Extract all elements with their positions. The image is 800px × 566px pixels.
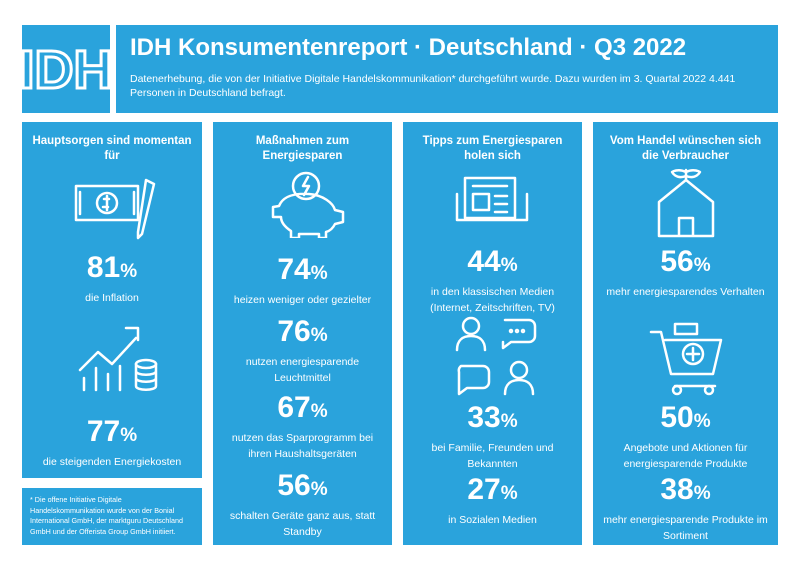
stat-number: 76% <box>219 316 386 352</box>
stat: 77% die steigenden Energiekosten <box>28 416 196 470</box>
column: Maßnahmen zum Energiesparen 74% heizen wen… <box>213 122 392 545</box>
stat-unit: % <box>310 479 328 500</box>
stat-text: Angebote und Aktionen für energiesparend… <box>623 442 748 470</box>
stat-unit: % <box>310 325 328 346</box>
stat-text: mehr energiesparendes Verhalten <box>606 286 765 298</box>
stat-unit: % <box>310 263 328 284</box>
stat-number: 44% <box>409 246 576 282</box>
stat-text: die steigenden Energiekosten <box>42 456 182 468</box>
people-icon <box>455 316 537 396</box>
stat: 50% Angebote und Aktionen für energiespar… <box>599 402 772 472</box>
stat-value: 76 <box>277 315 311 348</box>
column-heading: Tipps zum Energiesparen holen sich <box>422 135 563 162</box>
stat: 33% bei Familie, Freunden und Bekannten <box>409 402 576 472</box>
logo: IDH <box>18 39 114 102</box>
stat-number: 67% <box>219 392 386 428</box>
stat: 56% schalten Geräte ganz aus, statt Stand… <box>219 470 386 540</box>
stat-text: mehr energiesparende Produkte im Sortime… <box>603 514 768 542</box>
chart-icon <box>78 326 158 392</box>
stat-value: 27 <box>467 473 501 506</box>
column-heading: Maßnahmen zum Energiesparen <box>255 135 350 162</box>
stat-number: 50% <box>599 402 772 438</box>
stat-number: 81% <box>28 252 196 288</box>
stat-text: die Inflation <box>85 292 139 304</box>
stat-value: 38 <box>660 473 694 506</box>
stat-text: nutzen energiesparende Leuchtmittel <box>245 356 360 384</box>
header <box>116 25 778 113</box>
news-icon <box>455 176 529 222</box>
stat: 56% mehr energiesparendes Verhalten <box>599 246 772 300</box>
piggy-icon <box>271 171 345 238</box>
stat-value: 74 <box>277 253 311 286</box>
stat-text: in den klassischen Medien (Internet, Zei… <box>430 286 555 314</box>
column-heading: Vom Handel wünschen sich die Verbraucher <box>609 135 762 162</box>
stat-number: 27% <box>409 474 576 510</box>
stat-number: 56% <box>599 246 772 282</box>
stat-unit: % <box>120 425 138 446</box>
stat: 27% in Sozialen Medien <box>409 474 576 528</box>
stat: 44% in den klassischen Medien (Internet, … <box>409 246 576 316</box>
stat-text: schalten Geräte ganz aus, statt Standby <box>229 510 376 538</box>
stat-unit: % <box>500 255 518 276</box>
stat: 38% mehr energiesparende Produkte im Sort… <box>599 474 772 544</box>
stat-value: 67 <box>277 391 311 424</box>
stat-number: 33% <box>409 402 576 438</box>
logo-text: IDH <box>22 40 110 100</box>
stat-value: 50 <box>660 401 694 434</box>
column: Vom Handel wünschen sich die Verbraucher… <box>593 122 778 545</box>
stat-text: nutzen das Sparprogramm bei ihren Hausha… <box>231 432 374 460</box>
subtitle: Datenerhebung, die von der Initiative Di… <box>130 73 736 99</box>
stat-unit: % <box>310 401 328 422</box>
stat: 76% nutzen energiesparende Leuchtmittel <box>219 316 386 386</box>
stat-value: 56 <box>277 469 311 502</box>
stat: 67% nutzen das Sparprogramm bei ihren Hau… <box>219 392 386 462</box>
stat-value: 44 <box>467 245 501 278</box>
footnote: * Die offene Initiative Digitale Handels… <box>30 495 184 536</box>
stat-number: 56% <box>219 470 386 506</box>
column-heading: Hauptsorgen sind momentan für <box>32 135 192 162</box>
stat-value: 81 <box>86 251 121 284</box>
stat: 81% die Inflation <box>28 252 196 306</box>
stat-number: 77% <box>28 416 196 452</box>
stat-number: 38% <box>599 474 772 510</box>
footnote-box: * Die offene Initiative Digitale Handels… <box>22 488 202 545</box>
column: Hauptsorgen sind momentan für 81% die Infl… <box>22 122 202 478</box>
stat-unit: % <box>500 483 518 504</box>
stat-text: heizen weniger oder gezielter <box>233 294 372 306</box>
stat-text: bei Familie, Freunden und Bekannten <box>431 442 554 470</box>
logo-box: IDH <box>18 25 114 113</box>
stat-unit: % <box>693 255 711 276</box>
title: IDH Konsumentenreport · Deutschland · Q3… <box>130 34 687 61</box>
stat-number: 74% <box>219 254 386 290</box>
stat-value: 33 <box>467 401 501 434</box>
stat: 74% heizen weniger oder gezielter <box>219 254 386 308</box>
stat-value: 56 <box>660 245 694 278</box>
cart-icon <box>649 322 723 396</box>
stat-unit: % <box>500 411 518 432</box>
stat-text: in Sozialen Medien <box>448 514 537 526</box>
house-icon <box>657 168 715 238</box>
stat-unit: % <box>693 483 711 504</box>
money-icon <box>74 178 156 240</box>
column: Tipps zum Energiesparen holen sich 44% in … <box>403 122 582 545</box>
stat-unit: % <box>120 261 138 282</box>
stat-value: 77 <box>86 415 121 448</box>
stat-unit: % <box>693 411 711 432</box>
